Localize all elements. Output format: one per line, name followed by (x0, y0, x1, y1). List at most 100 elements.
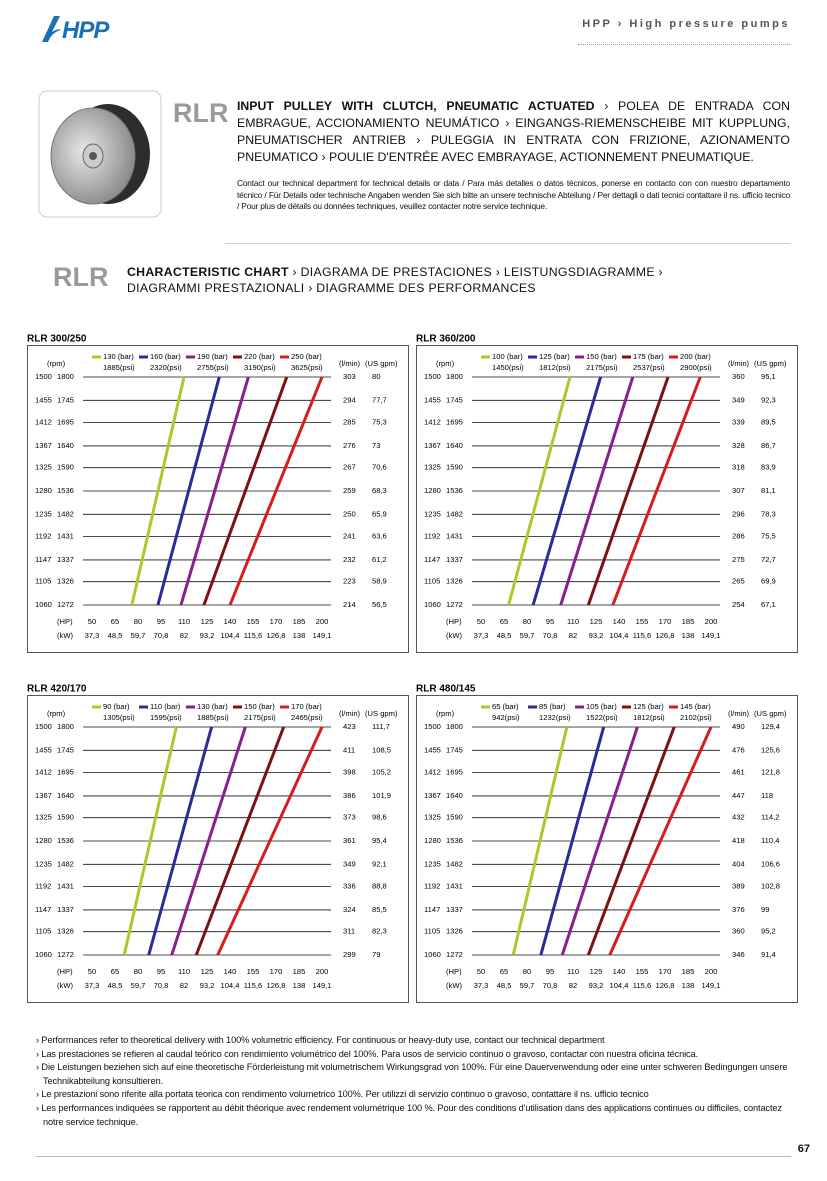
x-tick-label: 200 (316, 617, 329, 626)
gpm-value: 83,9 (761, 463, 776, 472)
series-line (586, 726, 676, 956)
series-line (202, 376, 289, 606)
legend-psi: 2175(psi) (244, 713, 276, 722)
y-tick-label: 1060 (424, 950, 441, 959)
lmin-label: (l/min) (339, 709, 361, 718)
series-line (194, 726, 286, 956)
rpm2-label: 1482 (57, 859, 74, 868)
y-tick-label: 1280 (35, 836, 52, 845)
series-line (507, 376, 572, 606)
x-tick-label: 125 (201, 617, 214, 626)
gpm-value: 129,4 (761, 722, 780, 731)
kw-tick-label: 138 (293, 981, 306, 990)
lmin-value: 404 (732, 859, 745, 868)
chart-frame (416, 695, 798, 1003)
kw-tick-label: 59,7 (131, 981, 146, 990)
x-tick-label: 140 (224, 617, 237, 626)
y-tick-label: 1412 (35, 768, 52, 777)
legend-label: 145 (bar) (680, 702, 711, 711)
lmin-label: (l/min) (339, 359, 361, 368)
lmin-value: 241 (343, 532, 356, 541)
gpm-value: 95,1 (761, 372, 776, 381)
rpm2-label: 1431 (446, 532, 463, 541)
kw-tick-label: 126,8 (266, 631, 285, 640)
kw-tick-label: 82 (569, 981, 577, 990)
legend-psi: 2102(psi) (680, 713, 712, 722)
rpm2-label: 1272 (57, 950, 74, 959)
x-tick-label: 65 (500, 617, 508, 626)
x-tick-label: 170 (270, 967, 283, 976)
rpm2-label: 1800 (57, 372, 74, 381)
gpm-value: 121,8 (761, 768, 780, 777)
kw-tick-label: 48,5 (108, 631, 123, 640)
note: › Las prestaciones se refieren al caudal… (36, 1048, 699, 1059)
lmin-value: 339 (732, 418, 745, 427)
x-tick-label: 95 (157, 617, 165, 626)
kw-tick-label: 104,4 (220, 981, 239, 990)
gpm-value: 99 (761, 905, 769, 914)
legend-label: 250 (bar) (291, 352, 322, 361)
kw-tick-label: 115,6 (633, 631, 651, 640)
y-tick-label: 1105 (424, 577, 440, 586)
rpm2-label: 1536 (446, 836, 463, 845)
chart-frame (27, 695, 409, 1003)
lmin-value: 250 (343, 509, 356, 518)
x-tick-label: 110 (178, 967, 190, 976)
lmin-value: 386 (343, 791, 356, 800)
kw-tick-label: 70,8 (154, 981, 169, 990)
section-title-bold: CHARACTERISTIC CHART (127, 265, 289, 279)
rpm2-label: 1536 (446, 486, 463, 495)
gpm-value: 78,3 (761, 509, 776, 518)
gpm-value: 88,8 (372, 882, 387, 891)
x-tick-label: 125 (201, 967, 214, 976)
gpm-value: 108,5 (372, 745, 391, 754)
x-tick-label: 80 (523, 967, 531, 976)
y-axis-label: (rpm) (47, 359, 66, 368)
kw-tick-label: 93,2 (589, 981, 604, 990)
kw-tick-label: 138 (682, 981, 695, 990)
note: › Die Leistungen beziehen sich auf eine … (36, 1062, 788, 1086)
lmin-value: 447 (732, 791, 745, 800)
y-tick-label: 1367 (35, 791, 52, 800)
y-tick-label: 1367 (424, 791, 441, 800)
product-title: INPUT PULLEY WITH CLUTCH, PNEUMATIC ACTU… (237, 98, 790, 166)
y-tick-label: 1235 (424, 509, 441, 518)
gpm-value: 92,1 (372, 859, 387, 868)
legend-label: 150 (bar) (244, 702, 275, 711)
rpm2-label: 1745 (57, 745, 74, 754)
series-line (511, 726, 569, 956)
kw-axis-label: (kW) (446, 981, 462, 990)
note: › Le prestazioni sono riferite alla port… (36, 1089, 649, 1100)
legend-label: 190 (bar) (197, 352, 228, 361)
chart: RLR 420/170 (rpm) (l/min) (US gpm) (HP) (kW) 1… (27, 684, 409, 1003)
legend-psi: 2465(psi) (291, 713, 323, 722)
legend-psi: 1812(psi) (539, 363, 571, 372)
lmin-value: 265 (732, 577, 745, 586)
rpm2-label: 1482 (446, 509, 463, 518)
legend-psi: 1450(psi) (492, 363, 524, 372)
x-tick-label: 50 (88, 967, 96, 976)
x-tick-label: 185 (293, 967, 306, 976)
product-code: RLR (173, 98, 229, 128)
series-line (586, 376, 670, 606)
series-line (170, 726, 247, 956)
legend-psi: 2755(psi) (197, 363, 229, 372)
rpm2-label: 1482 (446, 859, 463, 868)
legend-psi: 942(psi) (492, 713, 520, 722)
legend-label: 220 (bar) (244, 352, 275, 361)
kw-tick-label: 104,4 (220, 631, 239, 640)
x-tick-label: 110 (567, 967, 579, 976)
rpm2-label: 1326 (57, 577, 74, 586)
rpm2-label: 1640 (446, 791, 463, 800)
legend-label: 150 (bar) (586, 352, 617, 361)
kw-tick-label: 37,3 (474, 981, 489, 990)
gpm-value: 82,3 (372, 927, 387, 936)
x-tick-label: 170 (659, 967, 672, 976)
rpm2-label: 1640 (57, 441, 74, 450)
y-tick-label: 1235 (35, 859, 52, 868)
kw-tick-label: 59,7 (520, 631, 535, 640)
series-line (130, 376, 186, 606)
page-number: 67 (797, 1143, 810, 1155)
lmin-value: 411 (343, 745, 355, 754)
